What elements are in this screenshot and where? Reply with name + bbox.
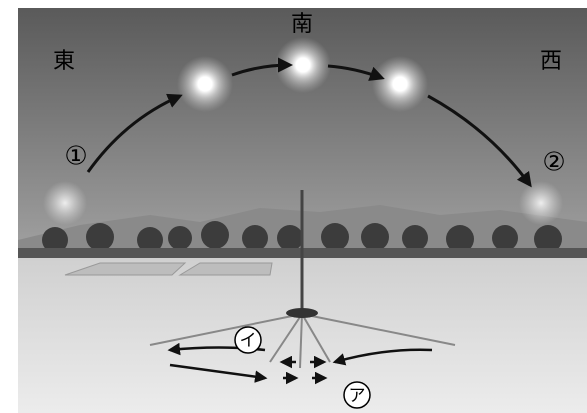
shadows [149, 313, 456, 369]
circled-label: イ ア [234, 326, 371, 409]
direction-label: 南 [291, 12, 313, 37]
sun-path-arrows [86, 57, 532, 188]
shadow-label: ア [349, 386, 366, 406]
fields [64, 262, 273, 276]
number-label: ② [542, 148, 565, 178]
direction-label: 東 [53, 49, 75, 74]
suns [43, 37, 563, 225]
pole-base [286, 308, 318, 318]
direction-label: 西 [540, 49, 562, 74]
shadow-label: イ [240, 331, 257, 351]
number-label: ① [64, 142, 87, 172]
